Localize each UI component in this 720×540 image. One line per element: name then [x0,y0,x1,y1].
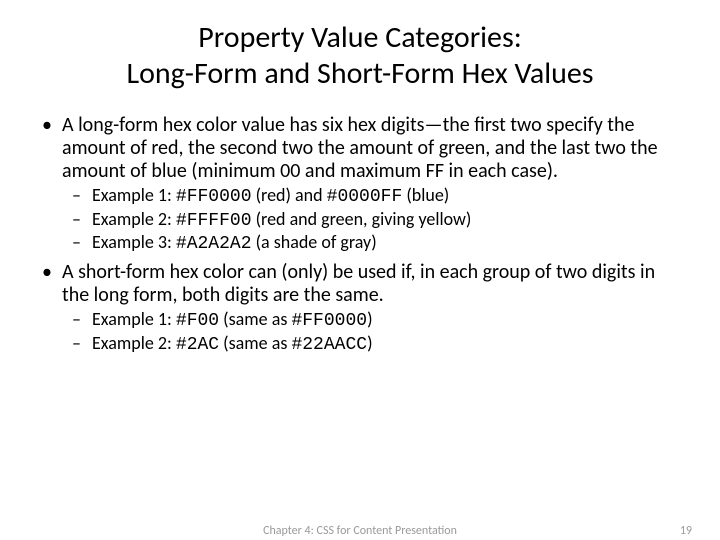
b2-example-1: Example 1: #F00 (same as #FF0000) [92,309,680,332]
b1-example-2: Example 2: #FFFF00 (red and green, givin… [92,209,680,232]
bullet-1: A long-form hex color value has six hex … [62,114,680,255]
bullet-1-text: A long-form hex color value has six hex … [62,113,658,183]
b2-ex1-label: Example 1: [92,308,176,330]
bullet-2-text: A short-form hex color can (only) be use… [62,260,655,307]
b1-ex3-label: Example 3: [92,231,176,253]
b1-example-1: Example 1: #FF0000 (red) and #0000FF (bl… [92,185,680,208]
bullet-2-examples: Example 1: #F00 (same as #FF0000) Exampl… [62,309,680,355]
b2-ex2-mid: (same as [219,332,291,354]
b2-ex2-code2: #22AACC [291,335,367,355]
b2-ex2-label: Example 2: [92,332,176,354]
b1-ex2-code1: #FFFF00 [176,211,252,231]
b1-ex1-code1: #FF0000 [176,187,252,207]
b2-ex1-code1: #F00 [176,311,219,331]
footer-page-number: 19 [680,524,692,538]
b1-ex3-tail: (a shade of gray) [252,231,377,253]
b1-ex3-code1: #A2A2A2 [176,234,252,254]
b2-ex2-tail: ) [367,332,372,354]
b1-example-3: Example 3: #A2A2A2 (a shade of gray) [92,232,680,255]
bullet-1-examples: Example 1: #FF0000 (red) and #0000FF (bl… [62,185,680,255]
b2-ex1-mid: (same as [219,308,291,330]
footer-chapter: Chapter 4: CSS for Content Presentation [0,524,720,538]
bullet-list: A long-form hex color value has six hex … [40,114,680,355]
title-line-1: Property Value Categories: [198,19,521,56]
b2-ex2-code1: #2AC [176,335,219,355]
b2-ex1-code2: #FF0000 [291,311,367,331]
title-line-2: Long-Form and Short-Form Hex Values [126,55,593,92]
b2-ex1-tail: ) [367,308,372,330]
b1-ex2-label: Example 2: [92,208,176,230]
b1-ex1-tail: (blue) [402,184,449,206]
b1-ex1-mid: (red) and [252,184,327,206]
slide-content: A long-form hex color value has six hex … [40,114,680,355]
bullet-2: A short-form hex color can (only) be use… [62,261,680,355]
b2-example-2: Example 2: #2AC (same as #22AACC) [92,333,680,356]
b1-ex1-code2: #0000FF [327,187,403,207]
b1-ex2-tail: (red and green, giving yellow) [252,208,472,230]
slide-title: Property Value Categories: Long-Form and… [40,20,680,92]
b1-ex1-label: Example 1: [92,184,176,206]
